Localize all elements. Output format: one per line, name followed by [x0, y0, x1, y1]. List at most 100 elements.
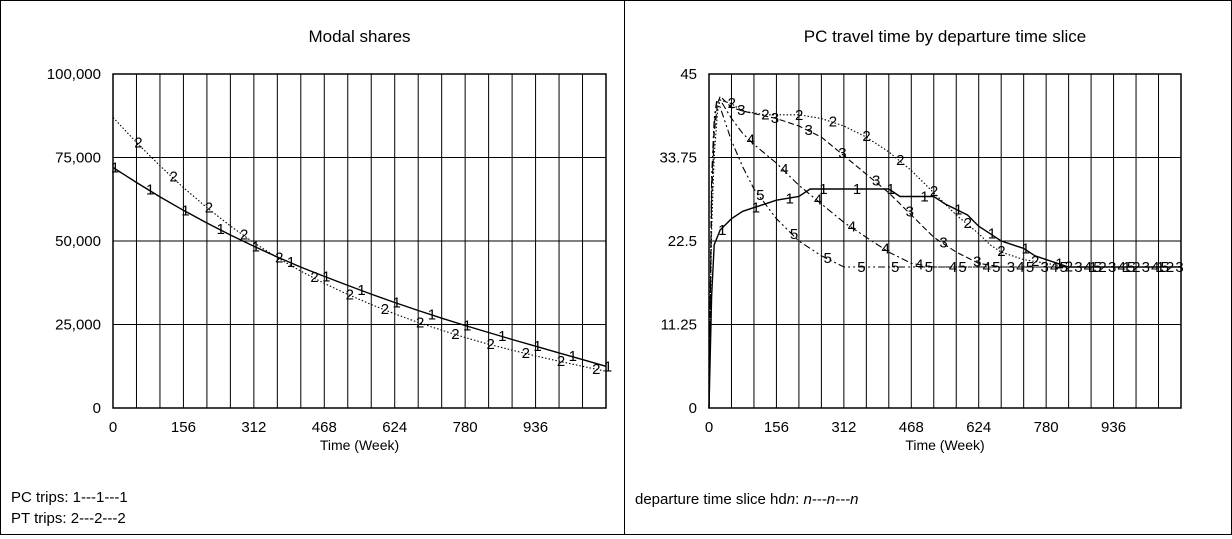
series-marker-5: 5 — [790, 226, 798, 243]
series-marker-2: 2 — [930, 183, 938, 200]
x-axis-label: Time (Week) — [905, 437, 984, 453]
series-marker-1: 1 — [988, 226, 996, 243]
series-marker-2: 2 — [829, 114, 837, 131]
series-marker-2: 2 — [862, 128, 870, 145]
x-tick-label: 156 — [764, 419, 789, 436]
series-marker-4: 4 — [949, 259, 957, 276]
series-marker-1: 1 — [463, 318, 471, 335]
x-tick-label: 624 — [382, 419, 407, 436]
departure-legend: departure time slice hdn: n---n---n — [635, 490, 858, 509]
series-marker-3: 3 — [906, 204, 914, 221]
series-marker-3: 3 — [872, 173, 880, 190]
series-marker-1: 1 — [111, 160, 119, 177]
series-marker-1: 1 — [498, 328, 506, 345]
series-marker-2: 2 — [486, 336, 494, 353]
right-panel: PC travel time by departure time slice 0 1… — [624, 0, 1232, 535]
x-tick-label: 0 — [705, 419, 713, 436]
y-tick-label: 0 — [93, 400, 101, 417]
y-tick-label: 100,000 — [47, 66, 101, 83]
y-tick-label: 50,000 — [55, 233, 101, 250]
x-tick-label: 312 — [831, 419, 856, 436]
chart-title: Modal shares — [308, 27, 410, 46]
series-marker-1: 1 — [1021, 240, 1029, 257]
x-tick-label: 0 — [109, 419, 117, 436]
x-tick-label: 624 — [966, 419, 991, 436]
series-marker-2: 2 — [134, 134, 142, 151]
travel-time-chart: PC travel time by departure time slice 0 1… — [659, 27, 1183, 453]
series-marker-1: 1 — [181, 202, 189, 219]
series-marker-1: 1 — [287, 254, 295, 271]
series-marker-1: 1 — [853, 181, 861, 198]
series-marker-3: 3 — [838, 145, 846, 162]
x-tick-label: 468 — [899, 419, 924, 436]
series-marker-5: 5 — [958, 259, 966, 276]
series-marker-1: 1 — [357, 282, 365, 299]
series-marker-5: 5 — [992, 259, 1000, 276]
series-marker-1: 1 — [604, 358, 612, 375]
series-marker-1: 1 — [887, 181, 895, 198]
series-marker-2: 2 — [451, 326, 459, 343]
series-marker-1: 1 — [322, 268, 330, 285]
x-tick-label: 936 — [1101, 419, 1126, 436]
series-marker-3: 3 — [805, 122, 813, 139]
series-marker-3: 3 — [771, 110, 779, 127]
series-marker-5: 5 — [857, 259, 865, 276]
x-tick-label: 936 — [523, 419, 548, 436]
series-line-2 — [112, 117, 607, 372]
series-marker-4: 4 — [780, 161, 788, 178]
series-marker-4: 4 — [1151, 259, 1159, 276]
y-tick-label: 45 — [680, 66, 697, 83]
series-marker-2: 2 — [557, 353, 565, 370]
series-marker-4: 4 — [983, 259, 991, 276]
series-marker-2: 2 — [522, 345, 530, 362]
series-marker-1: 1 — [146, 182, 154, 199]
series-marker-1: 1 — [752, 200, 760, 217]
series-line-5 — [708, 98, 1181, 409]
y-tick-label: 75,000 — [55, 150, 101, 167]
series-marker-2: 2 — [1031, 253, 1039, 270]
chart-title: PC travel time by departure time slice — [804, 27, 1087, 46]
series-marker-2: 2 — [964, 215, 972, 232]
series-marker-1: 1 — [569, 348, 577, 365]
series-marker-2: 2 — [997, 243, 1005, 260]
x-tick-label: 468 — [312, 419, 337, 436]
series-marker-1: 1 — [1055, 255, 1063, 272]
y-tick-label: 22.5 — [668, 233, 697, 250]
series-marker-1: 1 — [533, 338, 541, 355]
x-tick-label: 780 — [1034, 419, 1059, 436]
departure-legend-var: n — [786, 491, 796, 508]
x-tick-label: 156 — [171, 419, 196, 436]
series-marker-5: 5 — [824, 250, 832, 267]
series-marker-2: 2 — [728, 95, 736, 112]
series-line-1 — [112, 166, 607, 367]
y-tick-label: 25,000 — [55, 317, 101, 334]
series-marker-1: 1 — [785, 190, 793, 207]
series-marker-2: 2 — [205, 200, 213, 217]
series-marker-2: 2 — [416, 314, 424, 331]
series-marker-4: 4 — [915, 256, 923, 273]
series-marker-2: 2 — [795, 107, 803, 124]
series-marker-1: 1 — [216, 221, 224, 238]
series-marker-2: 2 — [170, 169, 178, 186]
series-marker-4: 4 — [1084, 259, 1092, 276]
series-marker-4: 4 — [848, 218, 856, 235]
x-tick-label: 780 — [453, 419, 478, 436]
series-marker-5: 5 — [891, 259, 899, 276]
series-marker-1: 1 — [718, 222, 726, 239]
series-marker-1: 1 — [819, 181, 827, 198]
left-panel: Modal shares 0 25,000 50,000 75,000 100,000 0 1… — [0, 0, 625, 535]
departure-legend-pattern: n---n---n — [803, 491, 859, 508]
series-marker-2: 2 — [346, 286, 354, 303]
departure-legend-sep: : — [795, 491, 804, 508]
series-marker-5: 5 — [1093, 259, 1101, 276]
modal-shares-chart: Modal shares 0 25,000 50,000 75,000 100,000 0 1… — [47, 27, 612, 453]
departure-legend-prefix: departure time slice hd — [635, 491, 787, 508]
y-tick-label: 11.25 — [661, 317, 697, 334]
series-marker-2: 2 — [275, 250, 283, 267]
series-marker-5: 5 — [1127, 259, 1135, 276]
series-marker-1: 1 — [954, 201, 962, 218]
series-marker-4: 4 — [747, 131, 755, 148]
series-marker-5: 5 — [1161, 259, 1169, 276]
series-marker-2: 2 — [761, 107, 769, 124]
series-marker-4: 4 — [814, 192, 822, 209]
